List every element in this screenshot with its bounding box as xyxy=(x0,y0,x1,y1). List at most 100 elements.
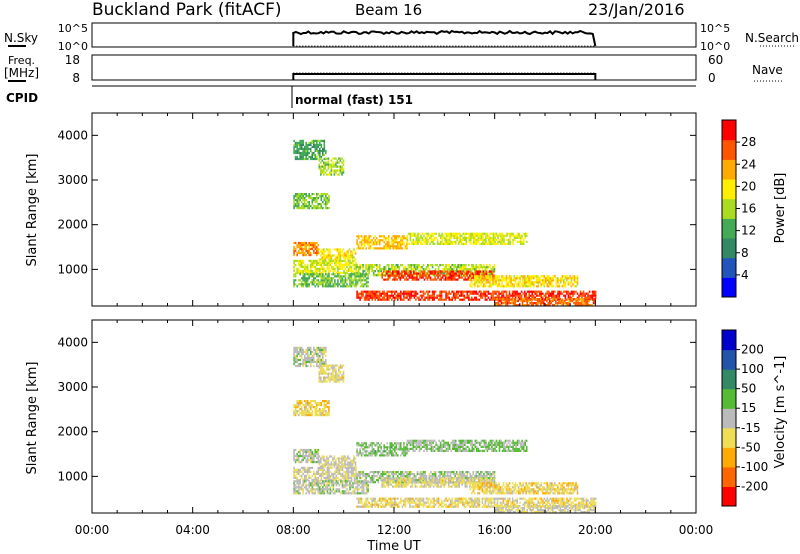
power-echo-cell xyxy=(523,304,525,307)
velocity-echo-cell xyxy=(488,441,490,444)
velocity-echo-cell xyxy=(483,443,486,446)
velocity-echo-cell xyxy=(435,443,437,446)
power-echo-cell xyxy=(303,201,306,204)
power-echo-cell xyxy=(473,238,475,241)
power-echo-cell xyxy=(388,235,390,238)
velocity-echo-cell xyxy=(328,410,330,413)
power-echo-cell xyxy=(500,234,502,237)
power-echo-cell xyxy=(343,283,345,286)
power-echo-cell xyxy=(497,236,499,239)
power-echo-cell xyxy=(491,236,493,239)
velocity-echo-cell xyxy=(349,476,351,479)
power-echo-cell xyxy=(360,235,363,238)
power-echo-cell xyxy=(364,275,366,278)
power-echo-cell xyxy=(374,247,376,250)
power-echo-cell xyxy=(362,239,364,242)
power-echo-cell xyxy=(322,195,324,198)
power-echo-cell xyxy=(309,275,312,278)
power-echo-cell xyxy=(340,277,342,280)
velocity-echo-cell xyxy=(428,475,431,478)
power-echo-cell xyxy=(313,153,315,157)
velocity-echo-cell xyxy=(324,364,327,367)
power-echo-cell xyxy=(311,283,314,286)
power-echo-cell xyxy=(296,195,298,198)
power-echo-cell xyxy=(495,275,497,278)
velocity-echo-cell xyxy=(303,468,306,471)
velocity-echo-cell xyxy=(403,450,405,453)
power-echo-cell xyxy=(463,298,466,301)
power-echo-cell xyxy=(293,275,295,278)
power-echo-cell xyxy=(531,290,533,293)
power-echo-cell xyxy=(322,149,324,153)
power-echo-cell xyxy=(496,277,499,280)
power-echo-cell xyxy=(494,298,497,301)
power-echo-cell xyxy=(377,247,379,250)
power-echo-cell xyxy=(303,277,306,280)
power-echo-cell xyxy=(475,272,477,275)
freq-left-tick-bottom: 8 xyxy=(72,71,80,85)
power-echo-cell xyxy=(464,278,467,281)
power-echo-cell xyxy=(484,292,487,295)
velocity-echo-cell xyxy=(436,479,438,482)
power-echo-cell xyxy=(330,167,333,170)
power-echo-cell xyxy=(521,236,523,239)
power-echo-cell xyxy=(296,199,298,202)
power-echo-cell xyxy=(403,294,405,297)
freq-left-tick-top: 18 xyxy=(65,53,80,67)
power-echo-cell xyxy=(526,275,529,278)
power-echo-cell xyxy=(416,266,419,269)
power-echo-cell xyxy=(380,274,382,277)
power-echo-cell xyxy=(495,290,497,293)
power-echo-cell xyxy=(330,254,333,257)
velocity-echo-cell xyxy=(336,376,339,379)
power-echo-cell xyxy=(338,169,340,172)
velocity-echo-cell xyxy=(483,441,486,444)
velocity-echo-cell xyxy=(344,455,346,458)
power-echo-cell xyxy=(468,296,470,299)
power-echo-cell xyxy=(498,279,500,282)
power-echo-cell xyxy=(404,268,407,271)
power-echo-cell xyxy=(303,251,306,255)
velocity-echo-cell xyxy=(368,481,370,484)
power-echo-cell xyxy=(353,285,356,288)
velocity-echo-cell xyxy=(338,465,340,468)
velocity-echo-cell xyxy=(480,449,483,452)
power-echo-cell xyxy=(338,261,341,264)
power-echo-cell xyxy=(339,169,342,172)
power-echo-cell xyxy=(447,278,450,281)
velocity-echo-cell xyxy=(423,445,425,448)
power-echo-cell xyxy=(540,304,542,307)
velocity-echo-cell xyxy=(356,442,358,445)
power-echo-cell xyxy=(339,167,342,170)
power-echo-cell xyxy=(578,298,580,301)
power-echo-cell xyxy=(401,272,403,275)
power-echo-cell xyxy=(349,259,351,262)
velocity-echo-cell xyxy=(314,348,317,351)
power-echo-cell xyxy=(455,272,457,275)
power-echo-cell xyxy=(437,298,440,301)
power-echo-cell xyxy=(313,271,315,274)
power-echo-cell xyxy=(302,271,304,274)
velocity-echo-cell xyxy=(294,350,297,353)
power-echo-cell xyxy=(519,242,522,245)
velocity-echo-cell xyxy=(316,410,318,413)
velocity-echo-cell xyxy=(322,346,324,349)
power-echo-cell xyxy=(537,285,539,288)
velocity-echo-cell xyxy=(409,471,411,474)
power-echo-cell xyxy=(308,243,310,247)
power-echo-cell xyxy=(463,268,466,271)
power-echo-cell xyxy=(357,294,360,297)
power-echo-cell xyxy=(363,237,366,240)
power-echo-cell xyxy=(498,238,501,241)
power-echo-cell xyxy=(566,275,568,278)
velocity-echo-cell xyxy=(303,408,306,411)
date-title: 23/Jan/2016 xyxy=(588,0,685,19)
velocity-echo-cell xyxy=(424,441,427,444)
power-echo-cell xyxy=(448,240,451,243)
power-echo-cell xyxy=(363,296,366,299)
power-echo-cell xyxy=(305,147,307,150)
power-echo-cell xyxy=(425,266,428,269)
power-echo-cell xyxy=(500,238,502,241)
power-echo-cell xyxy=(522,240,525,243)
power-echo-cell xyxy=(316,149,318,153)
